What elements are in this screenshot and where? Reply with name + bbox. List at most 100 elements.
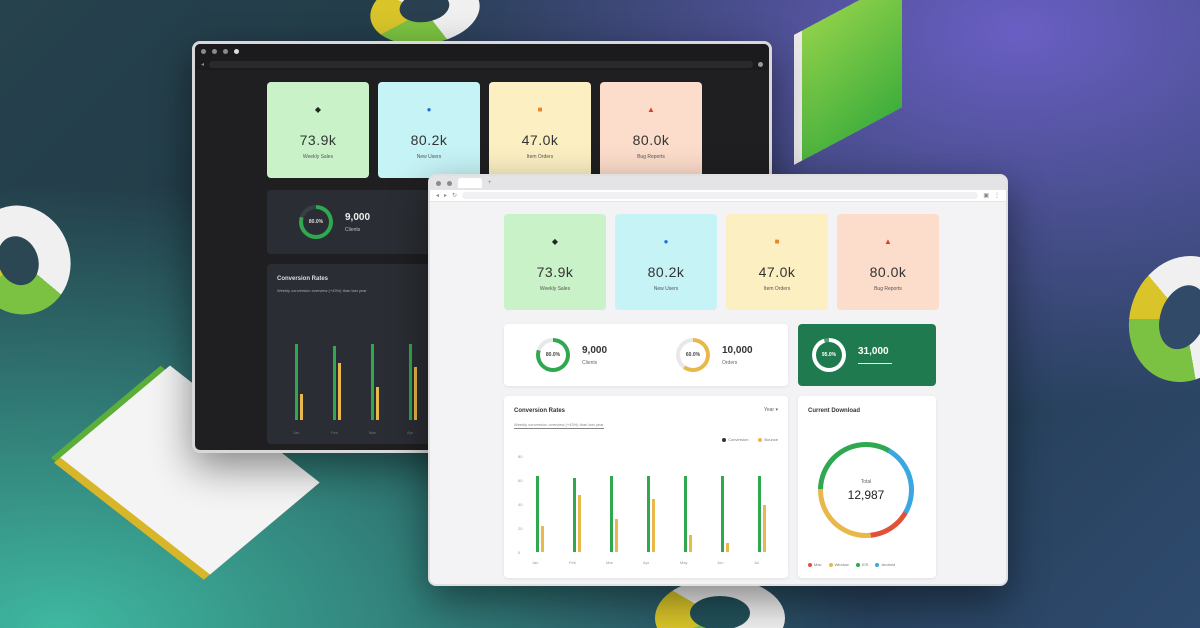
bar[interactable]	[295, 344, 298, 420]
bar[interactable]	[763, 504, 766, 552]
bar[interactable]	[689, 534, 692, 552]
x-tick-label: Jan	[293, 430, 300, 435]
stat-label: Bug Reports	[874, 286, 902, 292]
highlight-ring-card: 95.0% 31,000	[798, 324, 936, 386]
stat-card[interactable]: ◆ 73.9k Weekly Sales	[267, 82, 369, 178]
stat-value: 47.0k	[758, 264, 796, 280]
stat-card[interactable]: ■ 47.0k Item Orders	[489, 82, 591, 178]
bar[interactable]	[333, 345, 336, 420]
stat-card[interactable]: ◆ 73.9k Weekly Sales	[504, 214, 606, 310]
bar[interactable]	[300, 394, 303, 420]
underline	[858, 363, 892, 364]
reload-icon[interactable]: ↻	[452, 193, 458, 199]
bar[interactable]	[647, 476, 650, 552]
bar[interactable]	[758, 476, 761, 552]
legend-label: Bounce	[764, 437, 778, 442]
user-icon: ●	[426, 104, 432, 114]
bar[interactable]	[338, 363, 341, 420]
window-control[interactable]	[201, 48, 206, 54]
stat-card[interactable]: ● 80.2k New Users	[378, 82, 480, 178]
url-field[interactable]	[209, 60, 753, 68]
url-field[interactable]	[462, 192, 979, 199]
window-control[interactable]	[212, 48, 217, 54]
stat-card[interactable]: ■ 47.0k Item Orders	[726, 214, 828, 310]
bar[interactable]	[409, 344, 412, 420]
box-icon: ■	[774, 236, 780, 246]
bar[interactable]	[684, 476, 687, 552]
tab-favicon[interactable]	[234, 48, 239, 54]
bar[interactable]	[652, 498, 655, 552]
x-tick-label: Jan	[532, 560, 539, 565]
active-tab[interactable]	[458, 178, 482, 188]
x-tick-label: Feb	[569, 560, 576, 565]
clients-ring-card: 80.0% 9,000 Clients	[267, 190, 437, 254]
percent-label: 60.0%	[680, 342, 706, 368]
sales-chart-panel: Conversion Rates Weekly conversion overv…	[504, 396, 788, 578]
progress-ring: 80.0%	[299, 205, 333, 239]
progress-ring: 80.0%	[536, 338, 570, 372]
legend-swatch	[855, 562, 860, 567]
x-tick-label: Mar	[606, 560, 613, 565]
bar[interactable]	[536, 476, 539, 552]
bar[interactable]	[573, 477, 576, 552]
stat-label: New Users	[653, 286, 679, 292]
bar[interactable]	[371, 344, 374, 420]
bar-group	[409, 344, 417, 420]
stat-card[interactable]: ● 80.2k New Users	[615, 214, 717, 310]
back-icon[interactable]: ◂	[436, 193, 440, 199]
tab-bar	[195, 44, 769, 58]
y-tick-label: 20	[518, 526, 523, 531]
bar[interactable]	[578, 495, 581, 552]
window-control[interactable]	[436, 180, 441, 186]
legend-item: Android	[875, 562, 895, 567]
user-icon: ●	[663, 236, 669, 246]
dark-chart-panel: Conversion Rates Weekly conversion overv…	[267, 264, 437, 444]
bar[interactable]	[376, 386, 379, 420]
extensions-icon[interactable]: ▣	[983, 193, 989, 199]
legend-swatch	[828, 562, 833, 567]
bar-group	[573, 477, 581, 552]
stat-card[interactable]: ▲ 80.0k Bug Reports	[837, 214, 939, 310]
bar[interactable]	[414, 366, 417, 420]
download-donut-panel: Current Download Total 12,987 Mac Window i…	[798, 396, 936, 578]
x-tick-label: Apr	[643, 560, 650, 565]
bar[interactable]	[615, 518, 618, 552]
bar[interactable]	[726, 542, 729, 552]
back-icon[interactable]: ◂	[201, 61, 205, 68]
legend-label: Android	[881, 562, 896, 567]
legend-item: Mac	[808, 562, 822, 567]
legend-label: Conversion	[728, 437, 749, 442]
ring-decoration	[1111, 240, 1200, 398]
bar-group	[536, 476, 544, 552]
clients-ring-stat: 80.0% 9,000 Clients	[536, 338, 607, 372]
progress-ring: 95.0%	[812, 338, 846, 372]
leaf-icon: ◆	[314, 104, 322, 114]
donut-center: Total 12,987	[823, 447, 909, 533]
window-control[interactable]	[447, 180, 452, 186]
profile-icon[interactable]	[758, 61, 763, 67]
window-control[interactable]	[223, 48, 228, 54]
stat-card[interactable]: ▲ 80.0k Bug Reports	[600, 82, 702, 178]
forward-icon[interactable]: ▸	[444, 193, 448, 199]
percent-label: 95.0%	[816, 342, 842, 368]
legend-swatch	[875, 562, 880, 567]
y-tick-label: 60	[518, 478, 523, 483]
year-dropdown[interactable]: Year ▾	[763, 407, 778, 413]
bar[interactable]	[610, 476, 613, 552]
bar-group	[758, 476, 766, 552]
new-tab-icon[interactable]: +	[488, 180, 492, 186]
chart-title: Conversion Rates	[277, 276, 329, 282]
chart-subtitle: Weekly conversion overview (+43%) than l…	[514, 422, 604, 429]
legend-label: iOS	[861, 562, 869, 567]
box-icon: ■	[537, 104, 543, 114]
stat-label: Weekly Sales	[539, 286, 571, 292]
legend-item: iOS	[855, 562, 869, 567]
stat-value: 80.2k	[647, 264, 685, 280]
x-tick-label: Feb	[331, 430, 338, 435]
bar[interactable]	[541, 526, 544, 552]
menu-icon[interactable]: ⋮	[994, 193, 1000, 199]
bar-group	[371, 344, 379, 420]
bar[interactable]	[721, 476, 724, 552]
stat-label: Item Orders	[526, 154, 554, 160]
legend-item: Window	[828, 562, 849, 567]
